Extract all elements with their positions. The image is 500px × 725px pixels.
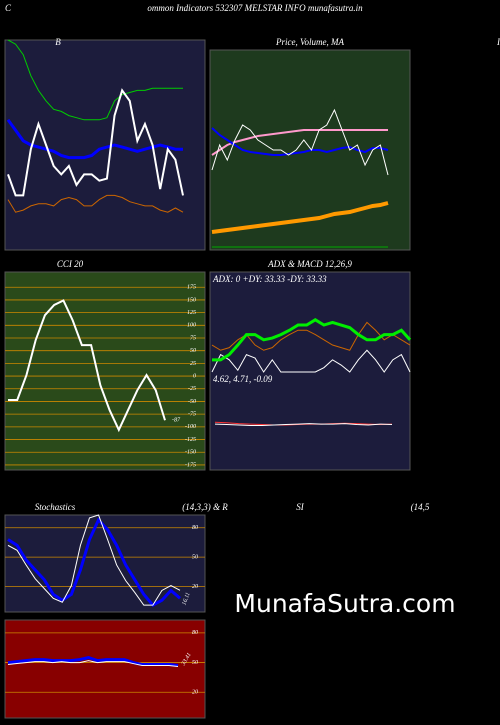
series-line (211, 127, 389, 156)
y-tick-label: 50 (190, 348, 196, 354)
chart-subtitle: (14,3,3) & R (182, 502, 228, 512)
y-tick-label: -125 (185, 437, 196, 443)
chart-title: B (55, 37, 61, 47)
y-tick-label: 50 (192, 660, 198, 666)
watermark: MunafaSutra.com (234, 589, 455, 618)
series-line (8, 299, 166, 433)
series-line (211, 349, 411, 373)
series-line (211, 201, 389, 234)
y-tick-label: 175 (187, 285, 196, 291)
y-tick-label: -100 (185, 424, 196, 430)
annotation: 4.62, 4.71, -0.09 (213, 374, 273, 384)
y-tick-label: -50 (188, 399, 196, 405)
chart-title: CCI 20 (57, 259, 84, 269)
series-line (7, 514, 181, 606)
y-tick-label: -150 (185, 450, 196, 456)
panel (4, 619, 206, 719)
chart-title: SI (296, 502, 305, 512)
y-tick-label: 25 (190, 361, 196, 367)
y-tick-label: 0 (193, 373, 196, 379)
y-tick-label: -75 (188, 412, 196, 418)
y-tick-label: -25 (188, 386, 196, 392)
y-tick-label: 100 (187, 323, 196, 329)
panel (4, 514, 206, 613)
y-tick-label: 20 (192, 690, 198, 696)
panel (209, 271, 411, 471)
series-line (211, 129, 388, 156)
y-tick-label: 80 (192, 525, 198, 531)
y-tick-label: 20 (192, 584, 198, 590)
header-right: I (496, 37, 500, 47)
value-label: 16.11 (182, 592, 192, 606)
y-tick-label: 80 (192, 630, 198, 636)
series-line (214, 423, 393, 426)
series-line (7, 517, 181, 608)
series-line (212, 318, 412, 362)
header-left: C (5, 3, 12, 13)
chart-subtitle: (14,5 (411, 502, 430, 512)
series-line (7, 39, 183, 121)
series-line (211, 108, 389, 176)
panel (4, 271, 206, 471)
chart-title: Price, Volume, MA (275, 37, 344, 47)
panel (4, 39, 206, 251)
header-title: ommon Indicators 532307 MELSTAR INFO mun… (147, 3, 363, 13)
series-line (7, 660, 179, 668)
series-line (7, 194, 184, 213)
y-tick-label: -175 (185, 462, 196, 468)
y-tick-label: 50 (192, 555, 198, 561)
annotation: ADX: 0 +DY: 33.33 -DY: 33.33 (212, 274, 327, 284)
chart-title: ADX & MACD 12,26,9 (267, 259, 352, 269)
y-tick-label: 150 (187, 297, 196, 303)
y-tick-label: 75 (190, 335, 196, 341)
value-label: -87 (172, 418, 181, 424)
chart-title: Stochastics (35, 502, 76, 512)
series-line (7, 656, 179, 668)
series-line (7, 88, 184, 197)
y-tick-label: 125 (187, 310, 196, 316)
